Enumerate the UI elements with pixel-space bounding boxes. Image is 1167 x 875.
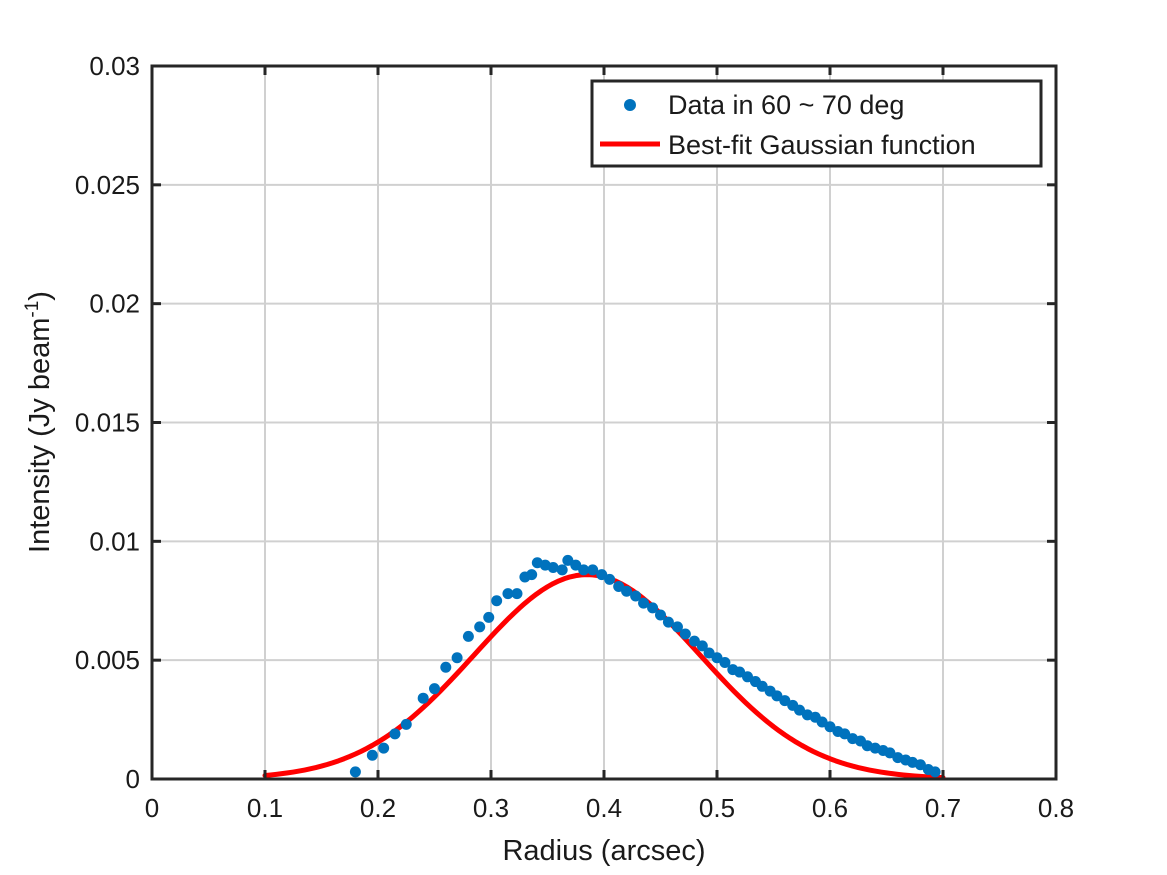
data-point (647, 602, 659, 614)
data-point (711, 652, 723, 664)
x-tick-label: 0.6 (812, 793, 848, 823)
data-point (613, 580, 625, 592)
data-point (929, 766, 941, 778)
data-point (662, 616, 674, 628)
x-tick-label: 0.4 (586, 793, 622, 823)
y-axis-title-close: ) (24, 291, 56, 301)
data-point (703, 647, 715, 659)
data-point (511, 588, 523, 600)
data-point (839, 728, 851, 740)
data-point (621, 585, 633, 597)
data-point (779, 695, 791, 707)
data-point (771, 690, 783, 702)
data-point (483, 611, 495, 623)
data-point (679, 628, 691, 640)
data-point (671, 621, 683, 633)
data-point (429, 683, 440, 695)
y-tick-label: 0.005 (75, 645, 140, 675)
data-point (366, 749, 378, 761)
data-point (349, 766, 361, 778)
grid (152, 66, 1056, 779)
data-point (742, 671, 754, 683)
data-point (389, 728, 401, 740)
data-point (719, 657, 731, 669)
data-point (824, 721, 836, 733)
legend-label-data: Data in 60 ~ 70 deg (668, 90, 904, 120)
data-point (604, 573, 616, 585)
legend-box (590, 79, 1043, 168)
y-tick-label: 0.025 (75, 170, 140, 200)
x-tick-label: 0.5 (699, 793, 735, 823)
data-point (696, 640, 708, 652)
data-point (816, 716, 828, 728)
data-point (400, 718, 412, 730)
data-point (417, 692, 429, 704)
data-point (547, 561, 559, 573)
data-point (630, 590, 642, 602)
data-point (502, 588, 514, 600)
y-axis-title-superscript: -1 (22, 301, 43, 318)
data-point (491, 595, 503, 607)
legend: Data in 60 ~ 70 deg Best-fit Gaussian fu… (590, 79, 1043, 168)
x-tick-label: 0.8 (1038, 793, 1074, 823)
x-tick-label: 0 (145, 793, 159, 823)
legend-label-fit: Best-fit Gaussian function (668, 130, 976, 160)
y-tick-label: 0.03 (89, 51, 140, 81)
x-tick-label: 0.1 (247, 793, 283, 823)
y-tick-label: 0.01 (89, 526, 140, 556)
data-point (756, 680, 768, 692)
data-point (570, 559, 582, 571)
data-point (914, 759, 926, 771)
data-point (578, 564, 590, 576)
data-point (793, 704, 805, 716)
legend-marker-data (624, 99, 636, 111)
data-point (462, 630, 474, 642)
y-axis-title-main: Intensity (Jy beam (24, 318, 56, 553)
axis-ticks (150, 64, 1058, 781)
x-tick-label: 0.2 (360, 793, 396, 823)
data-point (562, 554, 574, 566)
data-point (440, 661, 452, 673)
data-point (734, 666, 746, 678)
data-point (638, 597, 650, 609)
x-tick-label: 0.7 (925, 793, 961, 823)
data-point (587, 564, 599, 576)
data-point (688, 635, 700, 647)
data-point (451, 652, 463, 664)
y-tick-label: 0.02 (89, 289, 140, 319)
data-point (655, 609, 666, 621)
data-point (526, 569, 538, 581)
tick-labels: 0 0.1 0.2 0.3 0.4 0.5 0.6 0.7 0.8 0 0.005 0.01 0.015… (75, 51, 1074, 823)
x-tick-label: 0.3 (473, 793, 509, 823)
data-point (556, 564, 568, 576)
data-point (474, 621, 486, 633)
x-axis-title: Radius (arcsec) (502, 835, 705, 867)
y-tick-label: 0.015 (75, 408, 140, 438)
data-point (378, 742, 390, 754)
data-series (349, 554, 941, 778)
y-tick-label: 0 (126, 764, 140, 794)
data-point (596, 569, 608, 581)
data-point (884, 747, 896, 759)
y-axis-title: Intensity (Jy beam-1) (22, 291, 56, 553)
